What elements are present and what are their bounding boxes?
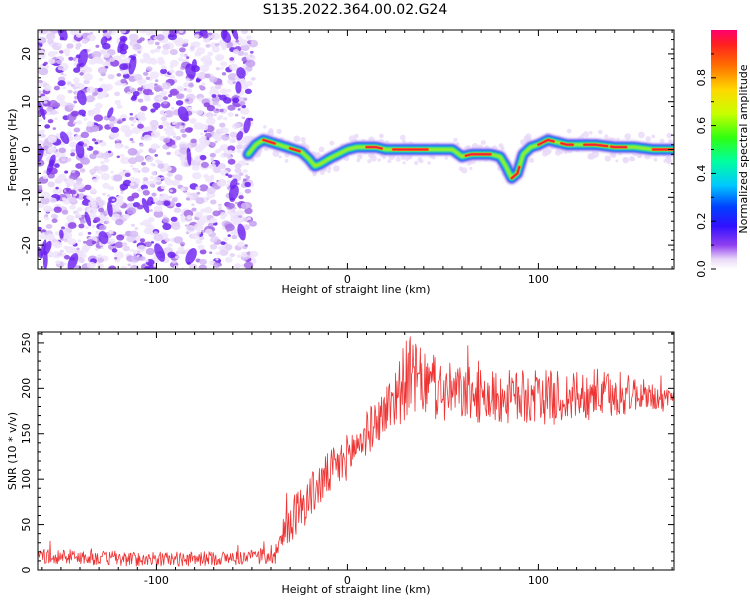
colorbar: 0.0 0.2 0.4 0.6 0.8 Normalized spectral ampl… xyxy=(695,30,750,278)
snr-y-tick-label: 150 xyxy=(20,423,33,444)
snr-y-tick-label: 250 xyxy=(20,332,33,353)
snr-x-tick-label: -100 xyxy=(144,574,169,587)
noise-speckle xyxy=(38,30,259,269)
spectrogram-x-tick-label: 0 xyxy=(344,273,351,286)
spectrogram-x-label: Height of straight line (km) xyxy=(281,283,430,296)
colorbar-tick-label: 0.0 xyxy=(695,260,708,278)
colorbar-gradient xyxy=(711,30,737,269)
figure-title: S135.2022.364.00.02.G24 xyxy=(263,2,448,18)
snr-y-tick-label: 50 xyxy=(20,518,33,532)
spectrogram-x-tick-label: 100 xyxy=(528,273,549,286)
snr-y-label: SNR (10 * v/v) xyxy=(6,412,19,490)
colorbar-label: Normalized spectral amplitude xyxy=(737,64,750,233)
snr-x-label: Height of straight line (km) xyxy=(281,583,430,596)
spectrogram-x-tick-label: -100 xyxy=(144,273,169,286)
snr-y-tick-label: 0 xyxy=(20,567,33,574)
snr-x-tick-label: 0 xyxy=(344,574,351,587)
spectrogram-y-label: Frequency (Hz) xyxy=(6,109,19,192)
spectrogram-y-tick-label: 0 xyxy=(20,146,33,153)
spectrogram-y-tick-label: -10 xyxy=(20,188,33,206)
colorbar-tick-label: 0.4 xyxy=(695,165,708,183)
snr-x-tick-label: 100 xyxy=(528,574,549,587)
spectrogram-y-tick-label: 10 xyxy=(20,95,33,109)
snr-frame xyxy=(37,331,675,571)
snr-y-tick-label: 100 xyxy=(20,469,33,490)
colorbar-tick-label: 0.2 xyxy=(695,212,708,230)
ridge-trace xyxy=(241,133,674,185)
snr-line xyxy=(38,336,674,567)
colorbar-tick-label: 0.8 xyxy=(695,69,708,87)
spectrogram-y-tick-label: 20 xyxy=(20,47,33,61)
spectrogram-y-tick-label: -20 xyxy=(20,236,33,254)
snr-panel: -100 0 100 0 50 100 150 200 250 Height of straig… xyxy=(6,331,675,596)
snr-y-tick-label: 200 xyxy=(20,378,33,399)
colorbar-tick-label: 0.6 xyxy=(695,117,708,135)
